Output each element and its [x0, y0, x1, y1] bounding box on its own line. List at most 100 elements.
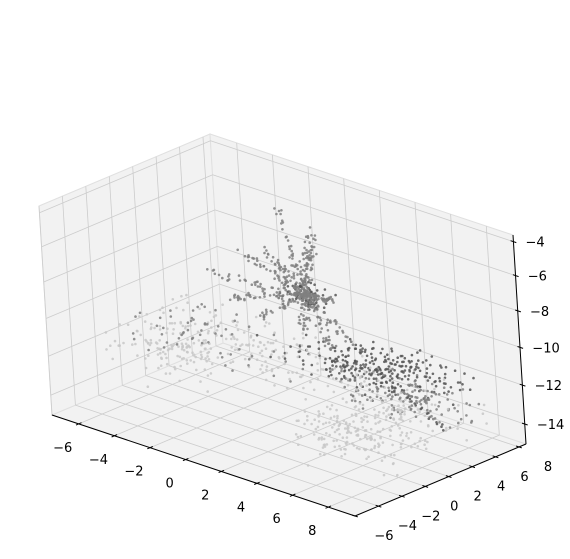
- scatter-point: [339, 448, 343, 451]
- scatter-point: [377, 379, 380, 383]
- scatter-point: [117, 344, 120, 347]
- scatter-point: [391, 395, 394, 398]
- scatter-point: [358, 393, 361, 396]
- scatter-point: [470, 419, 474, 423]
- scatter-point: [280, 281, 284, 285]
- scatter-point: [431, 372, 435, 376]
- z-grid-left--4: [39, 140, 211, 214]
- scatter-point: [301, 373, 305, 377]
- scatter-point: [209, 347, 213, 350]
- scatter-point: [200, 341, 204, 345]
- scatter-point: [380, 400, 384, 404]
- scatter-point: [406, 396, 410, 399]
- scatter-point: [263, 295, 266, 298]
- scatter-point: [334, 344, 338, 348]
- scatter-point: [300, 273, 304, 276]
- scatter-point: [373, 446, 376, 450]
- scatter-point: [253, 281, 256, 284]
- scatter-point: [393, 369, 396, 372]
- y-grid-wall--2: [85, 186, 100, 396]
- scatter-point: [278, 263, 281, 267]
- scatter-point: [269, 269, 272, 273]
- scatter-point: [144, 338, 147, 342]
- scatter-point: [394, 421, 398, 425]
- scatter-point: [371, 390, 374, 393]
- scatter-point: [164, 372, 168, 375]
- scatter-point: [402, 360, 405, 364]
- scatter-point: [265, 368, 268, 372]
- scatter-point: [314, 427, 318, 431]
- scatter-point: [221, 276, 224, 280]
- z-tick-label: −14: [537, 418, 564, 433]
- scatter-point: [329, 407, 332, 411]
- y-tick-label: 2: [474, 490, 482, 505]
- scatter-point: [161, 350, 165, 354]
- scatter-point: [341, 353, 345, 357]
- scatter-point: [269, 341, 273, 345]
- scatter-point: [237, 274, 241, 277]
- scatter-point: [305, 282, 308, 285]
- scatter-point: [171, 332, 175, 336]
- scatter-point: [423, 443, 426, 447]
- scatter-point: [170, 322, 174, 325]
- scatter-point: [297, 350, 301, 354]
- z-tick--10: [517, 346, 524, 349]
- scatter-point: [425, 367, 429, 370]
- scatter-point: [165, 341, 169, 344]
- scatter-point: [389, 453, 393, 457]
- scatter-point: [340, 369, 343, 373]
- scatter-point: [285, 386, 289, 390]
- scatter-point: [424, 395, 427, 398]
- scatter-point: [304, 301, 307, 305]
- scatter-point: [356, 429, 360, 432]
- scatter-point: [298, 292, 301, 296]
- scatter-point: [317, 347, 321, 351]
- scatter-point: [301, 332, 305, 335]
- scatter-point: [250, 354, 254, 358]
- scatter-point: [136, 329, 139, 333]
- scatter-point: [186, 338, 189, 341]
- scatter-point: [374, 377, 378, 381]
- scatter-point: [312, 298, 315, 301]
- scatter-point: [361, 347, 364, 350]
- scatter-point: [394, 393, 397, 397]
- scatter-point: [335, 408, 338, 412]
- scatter-point: [316, 315, 320, 319]
- scatter-point: [346, 335, 349, 339]
- scatter-point: [181, 324, 185, 328]
- scatter-point: [373, 408, 376, 411]
- scatter-point: [338, 444, 341, 448]
- scatter-point: [303, 308, 306, 311]
- scatter-point: [326, 329, 330, 332]
- scatter-point: [314, 336, 317, 339]
- scatter-point: [327, 374, 331, 378]
- scatter-point: [153, 326, 156, 330]
- scatter-point: [400, 431, 404, 434]
- z-grid-left--10: [46, 246, 218, 319]
- x-tick--6: [75, 422, 82, 426]
- scatter-point: [392, 417, 395, 420]
- scatter-point: [440, 425, 443, 429]
- scatter-point: [303, 410, 307, 413]
- y-tick-8: [515, 445, 522, 449]
- scatter-point: [404, 398, 407, 402]
- y-tick-0: [422, 485, 429, 488]
- scatter-point: [414, 382, 417, 386]
- scatter-point: [236, 248, 239, 252]
- scatter-point: [207, 358, 211, 361]
- scatter-point: [233, 337, 236, 341]
- scatter-point: [287, 302, 290, 305]
- scatter-point: [423, 398, 427, 402]
- scatter-point: [298, 290, 301, 293]
- scatter-point: [409, 431, 413, 434]
- scatter-point: [401, 419, 405, 423]
- scatter-point: [418, 385, 422, 389]
- scatter-point: [235, 324, 238, 327]
- scatter-point: [207, 329, 210, 333]
- scatter-point: [265, 365, 269, 368]
- scatter-point: [158, 347, 161, 351]
- scatter-point: [310, 278, 314, 282]
- scatter-point: [384, 398, 387, 402]
- scatter-point: [308, 278, 311, 282]
